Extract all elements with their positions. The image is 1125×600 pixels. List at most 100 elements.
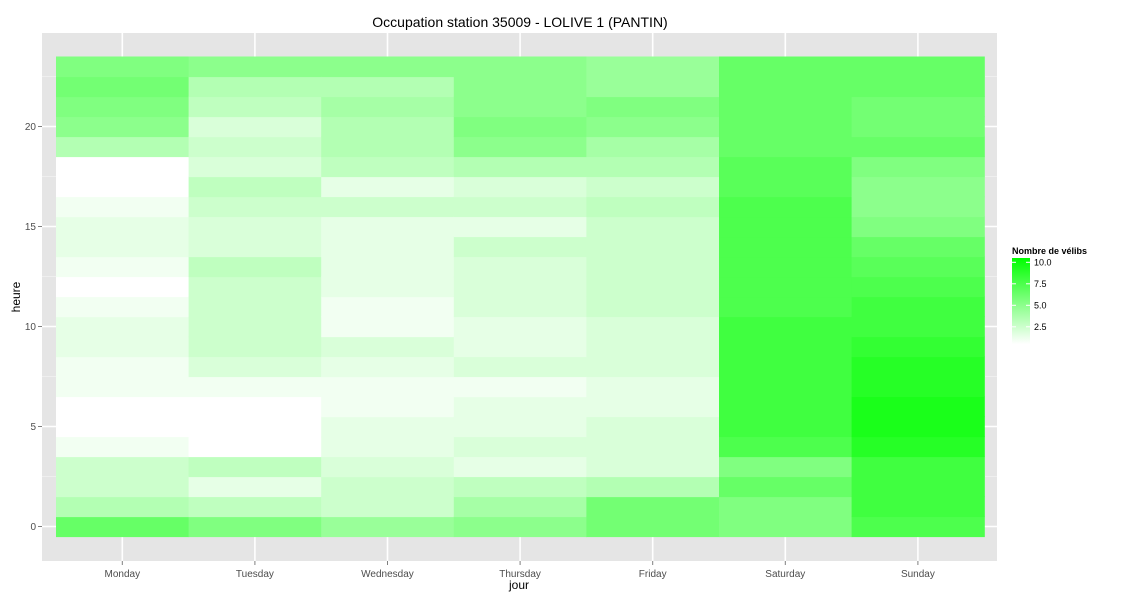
legend-label: 7.5 bbox=[1034, 279, 1047, 289]
heatmap-cell bbox=[586, 436, 720, 458]
heatmap-cell bbox=[851, 76, 985, 98]
heatmap-cell bbox=[719, 476, 853, 498]
heatmap-cell bbox=[453, 356, 587, 378]
heatmap-cell bbox=[851, 276, 985, 298]
heatmap-cell bbox=[851, 376, 985, 398]
heatmap-cell bbox=[188, 176, 322, 198]
heatmap-cell bbox=[586, 96, 720, 118]
heatmap-cell bbox=[188, 316, 322, 338]
x-tick-label: Wednesday bbox=[361, 569, 414, 580]
heatmap-cell bbox=[56, 376, 190, 398]
heatmap-cell bbox=[453, 256, 587, 278]
heatmap-cell bbox=[851, 256, 985, 278]
y-tick-label: 15 bbox=[25, 222, 37, 233]
legend-label: 5.0 bbox=[1034, 300, 1047, 310]
x-tick-label: Friday bbox=[639, 569, 667, 580]
heatmap-cell bbox=[586, 496, 720, 518]
heatmap-cell bbox=[586, 56, 720, 78]
heatmap-cell bbox=[719, 116, 853, 138]
y-tick-label: 0 bbox=[30, 522, 36, 533]
heatmap-cell bbox=[453, 476, 587, 498]
heatmap-cell bbox=[586, 216, 720, 238]
heatmap-cell bbox=[56, 456, 190, 478]
heatmap-cell bbox=[188, 416, 322, 438]
heatmap-cell bbox=[56, 276, 190, 298]
heatmap-cell bbox=[453, 176, 587, 198]
heatmap-cell bbox=[321, 296, 455, 318]
heatmap-cell bbox=[56, 56, 190, 78]
heatmap-cell bbox=[719, 336, 853, 358]
heatmap-cell bbox=[586, 76, 720, 98]
heatmap-cell bbox=[586, 376, 720, 398]
heatmap-cell bbox=[453, 76, 587, 98]
heatmap-cell bbox=[453, 296, 587, 318]
heatmap-cell bbox=[719, 196, 853, 218]
heatmap-cell bbox=[56, 76, 190, 98]
heatmap-cell bbox=[188, 276, 322, 298]
heatmap-cell bbox=[56, 96, 190, 118]
heatmap-cell bbox=[56, 116, 190, 138]
heatmap-cell bbox=[321, 416, 455, 438]
heatmap-cell bbox=[188, 396, 322, 418]
heatmap-cell bbox=[586, 136, 720, 158]
heatmap-cell bbox=[851, 196, 985, 218]
heatmap-cell bbox=[56, 196, 190, 218]
heatmap-cell bbox=[188, 456, 322, 478]
heatmap-cell bbox=[586, 356, 720, 378]
heatmap-cell bbox=[188, 216, 322, 238]
heatmap-cell bbox=[586, 276, 720, 298]
heatmap-cell bbox=[453, 196, 587, 218]
heatmap-cell bbox=[56, 136, 190, 158]
x-tick-label: Saturday bbox=[765, 569, 805, 580]
heatmap-cell bbox=[719, 356, 853, 378]
heatmap-cell bbox=[56, 356, 190, 378]
heatmap-cell bbox=[321, 176, 455, 198]
heatmap-cell bbox=[188, 56, 322, 78]
heatmap-cell bbox=[321, 96, 455, 118]
heatmap-cell bbox=[321, 156, 455, 178]
heatmap-cell bbox=[56, 396, 190, 418]
chart-title: Occupation station 35009 - LOLIVE 1 (PAN… bbox=[372, 14, 668, 30]
heatmap-cell bbox=[453, 396, 587, 418]
heatmap-cell bbox=[453, 336, 587, 358]
heatmap-cell bbox=[586, 456, 720, 478]
heatmap-cell bbox=[453, 96, 587, 118]
heatmap-cell bbox=[586, 416, 720, 438]
heatmap-cell bbox=[719, 176, 853, 198]
heatmap-cell bbox=[851, 476, 985, 498]
heatmap-cell bbox=[586, 256, 720, 278]
heatmap-cell bbox=[851, 176, 985, 198]
heatmap-cell bbox=[321, 116, 455, 138]
x-tick-label: Tuesday bbox=[236, 569, 274, 580]
heatmap-cell bbox=[453, 416, 587, 438]
heatmap-cell bbox=[851, 296, 985, 318]
heatmap-cell bbox=[719, 56, 853, 78]
heatmap-cell bbox=[188, 196, 322, 218]
heatmap-cell bbox=[586, 236, 720, 258]
heatmap-cell bbox=[188, 336, 322, 358]
heatmap-cell bbox=[851, 136, 985, 158]
heatmap-cell bbox=[56, 236, 190, 258]
heatmap-cell bbox=[56, 516, 190, 538]
heatmap-cell bbox=[321, 396, 455, 418]
heatmap-cell bbox=[851, 316, 985, 338]
heatmap-cell bbox=[188, 116, 322, 138]
heatmap-cell bbox=[719, 156, 853, 178]
y-axis-title: heure bbox=[9, 281, 23, 312]
heatmap-cell bbox=[719, 496, 853, 518]
heatmap-cell bbox=[188, 296, 322, 318]
heatmap-cell bbox=[851, 436, 985, 458]
heatmap-cell bbox=[321, 476, 455, 498]
x-tick-label: Thursday bbox=[499, 569, 541, 580]
heatmap-cell bbox=[719, 316, 853, 338]
heatmap-cell bbox=[851, 416, 985, 438]
heatmap-cell bbox=[453, 316, 587, 338]
y-tick-label: 10 bbox=[25, 322, 37, 333]
heatmap-cell bbox=[719, 136, 853, 158]
heatmap-cell bbox=[188, 516, 322, 538]
heatmap-cell bbox=[586, 116, 720, 138]
heatmap-cell bbox=[851, 496, 985, 518]
heatmap-cell bbox=[56, 156, 190, 178]
heatmap-cell bbox=[586, 296, 720, 318]
